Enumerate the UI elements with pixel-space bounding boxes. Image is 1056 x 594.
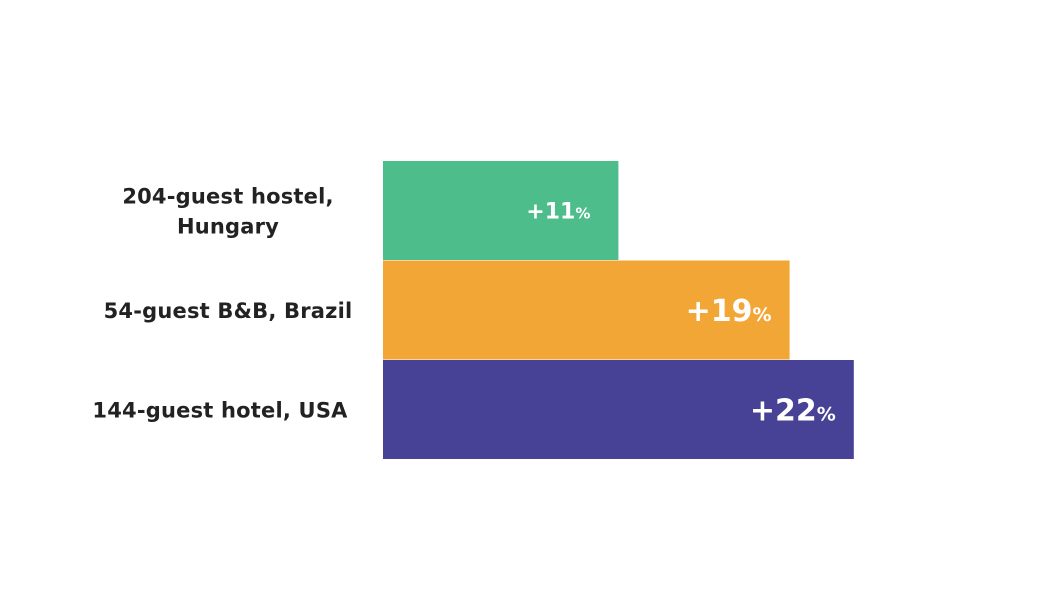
value-label-1: +11% — [526, 200, 590, 225]
value-label-2: +19% — [686, 294, 772, 329]
bars-layer — [383, 161, 854, 459]
bar-3 — [383, 360, 854, 459]
value-label-3: +22% — [750, 394, 836, 429]
bar-2 — [383, 260, 790, 360]
category-label-1: 204-guest hostel, Hungary — [122, 185, 333, 239]
value-labels-layer: +11% +19% +22% — [526, 200, 835, 429]
category-labels-layer: 204-guest hostel, Hungary 54-guest B&B, Br… — [92, 185, 352, 423]
category-label-2: 54-guest B&B, Brazil — [104, 299, 353, 323]
category-label-3: 144-guest hotel, USA — [92, 399, 348, 423]
bar-1 — [383, 161, 619, 260]
